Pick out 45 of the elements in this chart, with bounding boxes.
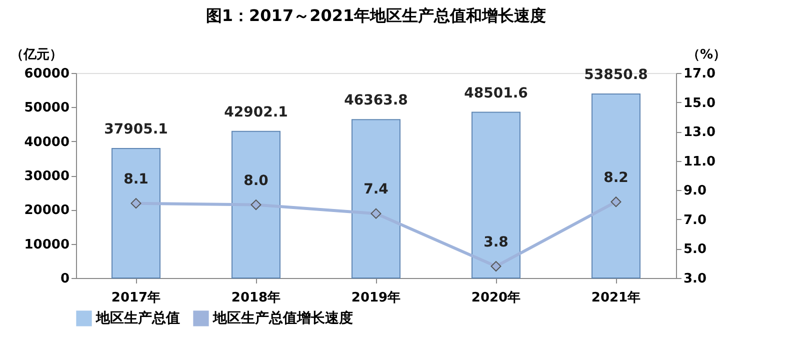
x-tick-label: 2021年 [591, 290, 641, 306]
data-label: 7.4 [364, 182, 389, 198]
y2-tick-label: 3.0 [684, 272, 707, 286]
y2-tick-label: 11.0 [684, 154, 716, 170]
bar [472, 112, 520, 278]
y2-tick-label: 9.0 [684, 184, 707, 199]
y2-tick-label: 13.0 [684, 125, 716, 140]
y2-tick-label: 5.0 [684, 242, 707, 258]
bar [232, 130, 280, 278]
legend-label: 地区生产总值 [95, 309, 180, 326]
point [130, 198, 142, 209]
point [250, 200, 262, 210]
data-label: 8.1 [124, 171, 148, 188]
x-tick-label: 2020年 [471, 290, 521, 306]
data-label: 42902.1 [224, 104, 288, 120]
y2-tick-label: 15.0 [684, 96, 716, 111]
y-tick-label: 30000 [24, 169, 70, 184]
bar [112, 148, 160, 278]
data-label: 8.0 [244, 172, 269, 189]
data-label: 46363.8 [344, 92, 408, 109]
x-tick-label: 2018年 [231, 290, 281, 306]
data-label: 8.2 [604, 170, 628, 186]
data-label: 53850.8 [584, 67, 648, 84]
bar [592, 94, 640, 278]
y-tick-label: 20000 [24, 203, 70, 218]
y-tick-label: 40000 [24, 134, 70, 150]
data-label: 3.8 [484, 234, 508, 250]
y2-tick-label: 17.0 [684, 66, 716, 82]
x-tick-label: 2019年 [351, 290, 401, 306]
x-tick-label: 2017年 [111, 290, 161, 306]
point [610, 196, 622, 208]
y2-axis-title: （%） [686, 48, 726, 62]
y-tick-label: 0 [60, 272, 70, 286]
y-tick-label: 60000 [24, 66, 70, 82]
data-label: 37905.1 [104, 121, 168, 138]
legend-label: 地区生产总值增长速度 [212, 309, 353, 326]
point [490, 261, 502, 272]
bar [352, 119, 400, 278]
chart-title: 图1：2017～2021年地区生产总值和增长速度 [206, 6, 546, 25]
y2-tick-label: 7.0 [684, 212, 707, 228]
point [370, 208, 382, 219]
y-tick-label: 10000 [24, 237, 70, 252]
data-label: 48501.6 [464, 85, 528, 102]
y-tick-label: 50000 [24, 100, 70, 116]
y-axis-title: （亿元） [10, 48, 62, 62]
